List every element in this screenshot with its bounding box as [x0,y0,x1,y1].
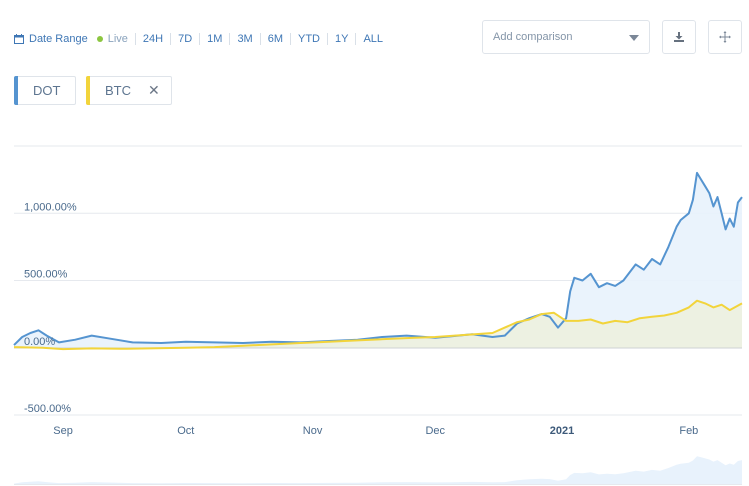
legend-label: BTC [105,83,131,98]
legend-label: DOT [33,83,61,98]
download-icon [674,32,684,42]
expand-button[interactable] [708,20,742,54]
series-area-dot [14,172,742,348]
time-range-toolbar: Date Range Live 24H 7D 1M 3M 6M YTD 1Y A… [14,30,383,48]
legend-chip-btc[interactable]: BTC ✕ [86,76,172,105]
live-status-dot [96,36,103,42]
chart-lines [13,171,743,351]
y-tick-label: 1,000.00% [24,201,77,213]
y-tick-label: -500.00% [24,403,71,415]
y-tick-label: 0.00% [24,336,55,348]
toolbar-divider [199,33,201,45]
move-icon [719,31,731,43]
calendar-icon[interactable] [14,34,24,44]
range-navigator [14,456,742,485]
legend-color-swatch [86,76,90,105]
y-tick-label: 500.00% [24,269,68,281]
range-24h-button[interactable]: 24H [142,33,164,45]
range-6m-button[interactable]: 6M [267,33,283,45]
x-tick-label: Dec [425,425,445,437]
range-ytd-button[interactable]: YTD [298,33,320,45]
series-line-dot [13,171,743,346]
range-all-button[interactable]: ALL [363,33,384,45]
y-axis-labels: 1,000.00% 500.00% 0.00% -500.00% [24,201,77,415]
x-tick-label: Oct [177,425,194,437]
download-button[interactable] [662,20,696,54]
x-tick-label: 2021 [550,425,574,437]
toolbar-divider [170,33,172,45]
chart-areas [14,172,742,350]
date-range-button[interactable]: Date Range [29,33,88,45]
toolbar-divider [259,33,261,45]
legend-color-swatch [14,76,18,105]
range-1m-button[interactable]: 1M [207,33,223,45]
series-line-btc [13,299,743,351]
x-axis-labels: Sep Oct Nov Dec 2021 Feb [53,425,698,437]
toolbar-divider [290,33,291,45]
range-1y-button[interactable]: 1Y [335,33,349,45]
range-3m-button[interactable]: 3M [237,33,253,45]
chevron-down-icon [629,35,639,41]
series-area-btc [14,300,742,350]
toolbar-divider [134,33,136,45]
x-tick-label: Sep [53,425,73,437]
close-icon[interactable]: ✕ [148,82,160,98]
legend-chip-dot[interactable]: DOT [14,76,76,105]
toolbar-divider [327,33,328,45]
chart-grid [14,145,742,416]
navigator-area [14,456,742,484]
toolbar-divider [229,33,231,45]
toolbar-divider [355,33,357,45]
x-tick-label: Nov [303,425,323,437]
x-tick-label: Feb [679,425,698,437]
add-comparison-select[interactable]: Add comparison [482,20,650,54]
range-7d-button[interactable]: 7D [178,33,193,45]
range-live-button[interactable]: Live [107,33,128,45]
add-comparison-placeholder: Add comparison [493,31,573,43]
